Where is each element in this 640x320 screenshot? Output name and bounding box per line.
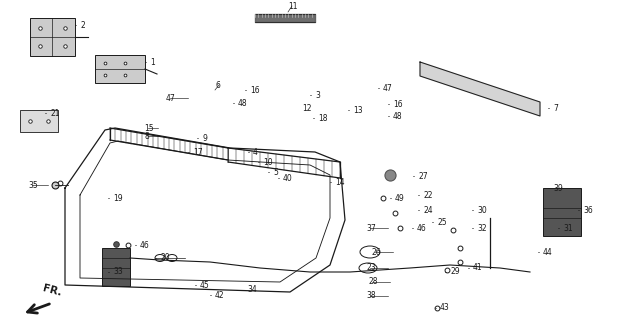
Text: 7: 7 xyxy=(553,103,558,113)
FancyBboxPatch shape xyxy=(543,188,581,236)
Text: 26: 26 xyxy=(371,247,381,257)
Text: 20: 20 xyxy=(160,253,170,262)
Text: 5: 5 xyxy=(273,167,278,177)
Text: 42: 42 xyxy=(215,291,225,300)
Text: 41: 41 xyxy=(473,263,483,273)
Text: 47: 47 xyxy=(166,93,176,102)
Text: 44: 44 xyxy=(543,247,553,257)
Text: FR.: FR. xyxy=(42,283,63,298)
Text: 34: 34 xyxy=(247,285,257,294)
Text: 49: 49 xyxy=(395,194,404,203)
Text: 38: 38 xyxy=(366,292,376,300)
Text: 28: 28 xyxy=(368,277,378,286)
Text: 23: 23 xyxy=(366,263,376,273)
Text: 29: 29 xyxy=(450,268,460,276)
FancyBboxPatch shape xyxy=(20,110,58,132)
Text: 46: 46 xyxy=(140,241,150,250)
Text: 19: 19 xyxy=(113,194,123,203)
Text: 40: 40 xyxy=(283,173,292,182)
Text: 31: 31 xyxy=(563,223,573,233)
Text: 6: 6 xyxy=(215,81,220,90)
Text: 43: 43 xyxy=(440,303,450,313)
Text: 48: 48 xyxy=(238,99,248,108)
Text: 27: 27 xyxy=(418,172,428,180)
Text: 39: 39 xyxy=(553,183,563,193)
FancyBboxPatch shape xyxy=(95,55,145,83)
Text: 2: 2 xyxy=(80,20,84,29)
Text: 33: 33 xyxy=(113,268,123,276)
Text: 25: 25 xyxy=(437,218,447,227)
Text: 32: 32 xyxy=(477,223,486,233)
Text: 37: 37 xyxy=(366,223,376,233)
Text: 45: 45 xyxy=(200,281,210,290)
Text: 21: 21 xyxy=(50,108,60,117)
Text: 9: 9 xyxy=(202,133,207,142)
Text: 15: 15 xyxy=(144,124,154,132)
Text: 8: 8 xyxy=(144,132,148,140)
Text: 36: 36 xyxy=(583,205,593,214)
Text: 13: 13 xyxy=(353,106,363,115)
Text: 1: 1 xyxy=(150,58,155,67)
Polygon shape xyxy=(420,62,540,116)
Text: 24: 24 xyxy=(423,205,433,214)
FancyBboxPatch shape xyxy=(30,18,75,56)
Text: 16: 16 xyxy=(393,100,403,108)
FancyBboxPatch shape xyxy=(102,248,130,286)
Text: 18: 18 xyxy=(318,114,328,123)
Text: 30: 30 xyxy=(477,205,487,214)
Text: 4: 4 xyxy=(253,148,258,156)
Text: 47: 47 xyxy=(383,84,393,92)
Text: 46: 46 xyxy=(417,223,427,233)
Text: 3: 3 xyxy=(315,91,320,100)
Text: 10: 10 xyxy=(263,157,273,166)
Text: 16: 16 xyxy=(250,85,260,94)
Text: 35: 35 xyxy=(28,180,38,189)
Text: 22: 22 xyxy=(423,190,433,199)
Text: 14: 14 xyxy=(335,178,344,187)
Text: 12: 12 xyxy=(302,103,312,113)
Text: 48: 48 xyxy=(393,111,403,121)
Text: 17: 17 xyxy=(193,148,203,156)
Text: 11: 11 xyxy=(288,2,298,11)
